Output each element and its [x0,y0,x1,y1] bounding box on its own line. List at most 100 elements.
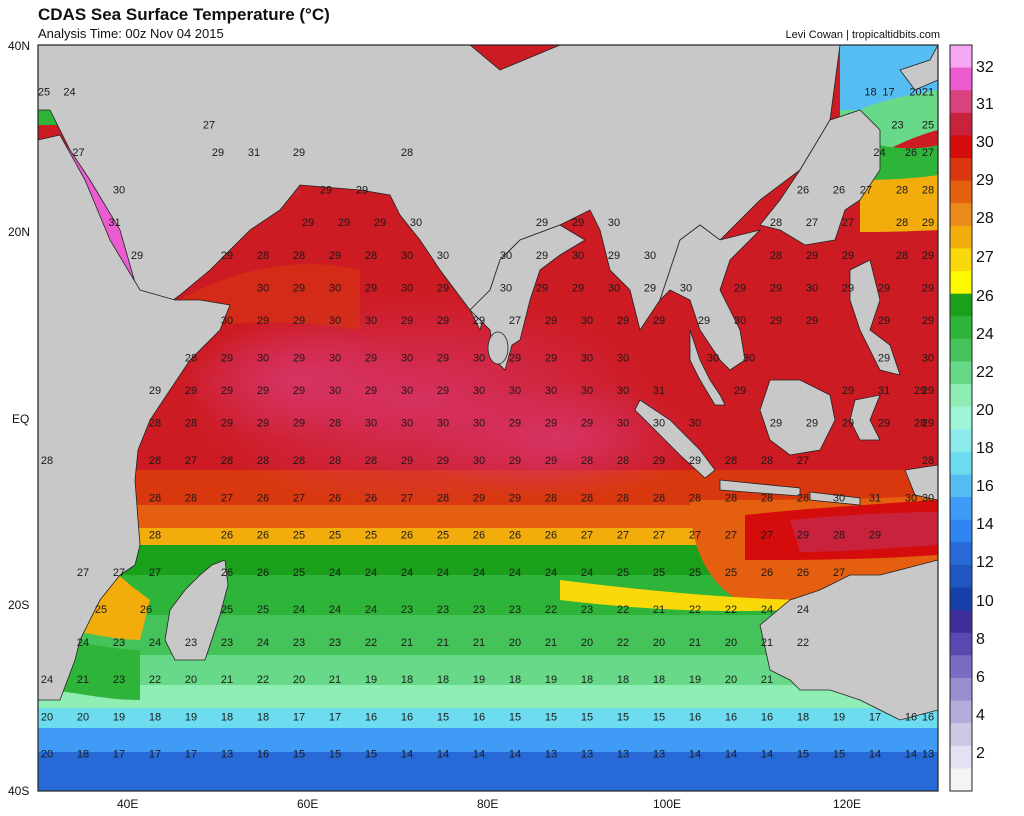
temp-value: 22 [545,604,557,616]
temp-value: 29 [473,315,485,327]
temp-value: 30 [221,315,233,327]
temp-value: 17 [113,749,125,761]
temp-value: 28 [365,250,377,262]
colorbar-swatch [950,135,972,159]
colorbar-swatch [950,316,972,340]
temp-value: 28 [653,492,665,504]
temp-value: 25 [617,567,629,579]
temp-value: 29 [293,315,305,327]
temp-value: 29 [293,147,305,159]
temp-value: 30 [743,352,755,364]
temp-value: 28 [293,455,305,467]
temp-value: 23 [473,604,485,616]
temp-value: 25 [293,567,305,579]
colorbar-swatch [950,564,972,589]
temp-value: 17 [185,749,197,761]
temp-value: 29 [131,250,143,262]
temp-value: 29 [572,217,584,229]
temp-value: 30 [617,352,629,364]
temp-value: 28 [545,492,557,504]
temp-value: 29 [365,282,377,294]
temp-value: 25 [293,530,305,542]
temp-value: 29 [922,217,934,229]
temp-value: 27 [842,217,854,229]
temp-value: 28 [329,455,341,467]
temp-value: 30 [473,352,485,364]
temp-value: 20 [653,637,665,649]
temp-value: 27 [833,567,845,579]
temp-value: 19 [473,674,485,686]
temp-value: 26 [329,492,341,504]
temp-value: 27 [581,530,593,542]
temp-value: 18 [257,711,269,723]
temp-value: 24 [797,604,809,616]
temp-value: 21 [761,674,773,686]
temp-value: 29 [922,385,934,397]
temp-value: 28 [185,492,197,504]
colorbar-label: 24 [976,326,994,343]
temp-value: 23 [509,604,521,616]
colorbar-label: 31 [976,96,994,113]
temp-value: 28 [914,418,926,430]
landmasses [38,45,938,721]
temp-value: 19 [689,674,701,686]
temp-value: 30 [437,250,449,262]
temp-value: 28 [221,455,233,467]
colorbar-label: 20 [976,402,994,419]
temp-value: 30 [707,352,719,364]
temp-value: 17 [293,711,305,723]
temp-value: 18 [77,749,89,761]
temp-value: 27 [509,315,521,327]
temp-value: 29 [293,352,305,364]
temp-value: 29 [806,418,818,430]
temp-value: 29 [536,250,548,262]
temp-value: 18 [401,674,413,686]
temp-value: 28 [41,455,53,467]
colorbar-swatch [950,45,972,69]
temp-value: 30 [833,492,845,504]
colorbar-swatch [950,655,972,679]
temp-value: 30 [545,385,557,397]
lon-label-120e: 120E [833,797,861,811]
temp-value: 29 [922,282,934,294]
temp-value: 15 [617,711,629,723]
temp-value: 29 [617,315,629,327]
temp-value: 30 [401,250,413,262]
colorbar-label: 27 [976,249,994,266]
temp-value: 25 [38,87,50,99]
colorbar-swatch [950,677,972,702]
lon-label-100e: 100E [653,797,681,811]
temp-value: 29 [221,418,233,430]
temp-value: 15 [329,749,341,761]
temp-value: 20 [509,637,521,649]
temp-value: 28 [896,217,908,229]
temp-value: 16 [473,711,485,723]
temp-value: 28 [149,455,161,467]
temp-value: 29 [914,385,926,397]
temp-value: 14 [905,749,917,761]
temp-value: 21 [221,674,233,686]
temp-value: 20 [293,674,305,686]
colorbar-label: 8 [976,631,985,648]
temp-value: 29 [608,250,620,262]
temp-value: 29 [869,530,881,542]
temp-value: 27 [72,147,84,159]
temp-value: 30 [617,418,629,430]
temp-value: 23 [891,119,903,131]
temp-value: 24 [257,637,269,649]
temp-value: 16 [365,711,377,723]
temp-value: 18 [509,674,521,686]
temp-value: 28 [770,217,782,229]
temp-value: 28 [257,250,269,262]
temp-value: 26 [761,567,773,579]
temp-value: 15 [797,749,809,761]
temp-value: 30 [473,418,485,430]
temp-value: 26 [221,567,233,579]
temp-value: 29 [536,282,548,294]
temp-value: 29 [149,385,161,397]
colorbar-swatch [950,723,972,747]
colorbar-label: 2 [976,745,985,762]
temp-value: 15 [365,749,377,761]
temp-value: 27 [617,530,629,542]
colorbar-label: 30 [976,134,994,151]
